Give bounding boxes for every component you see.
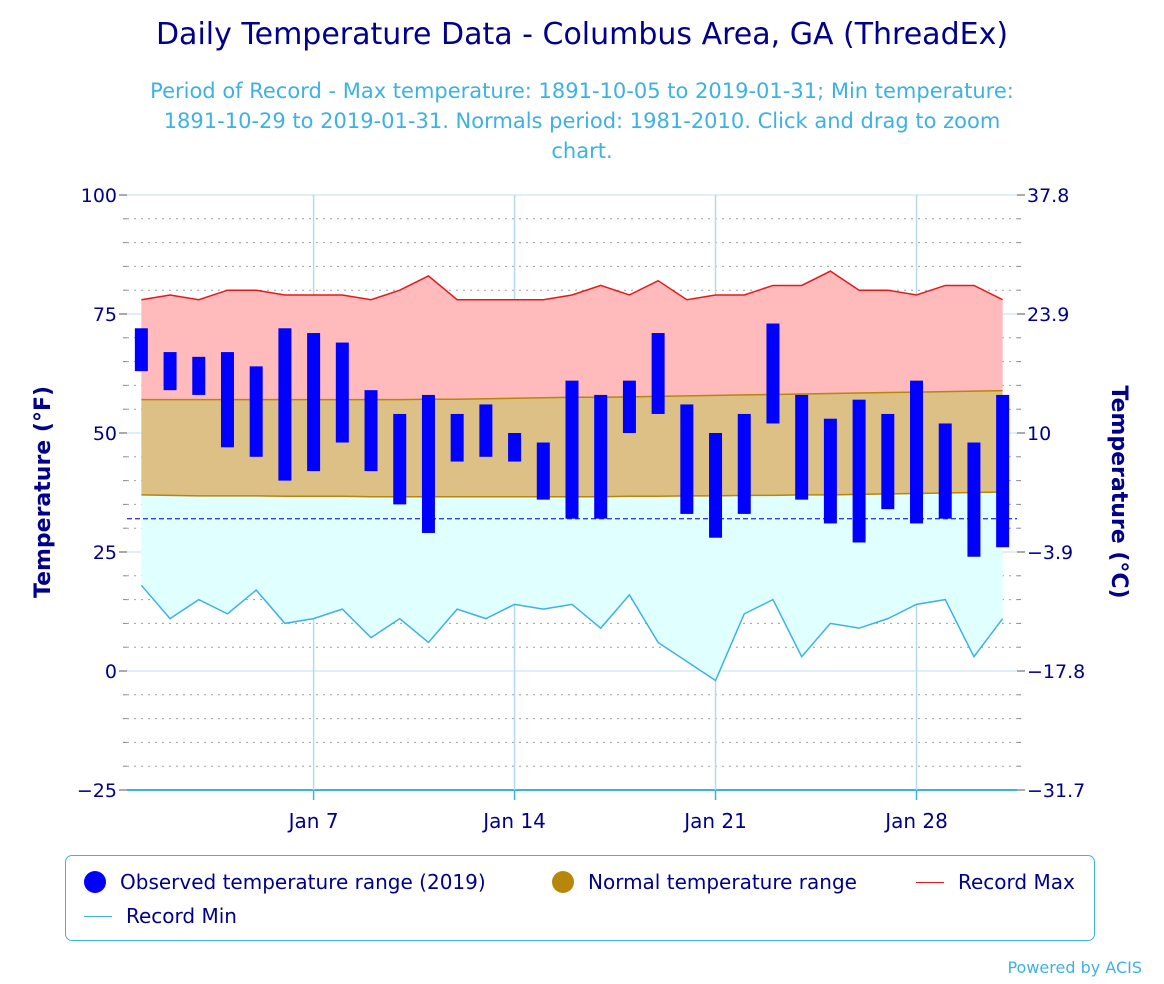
observed-bar-day-25 <box>823 418 837 524</box>
legend-record-max-marker <box>916 881 944 883</box>
legend-record-max-label: Record Max <box>958 870 1075 894</box>
observed-bar-day-20 <box>680 404 694 514</box>
observed-bar-day-1 <box>134 328 148 372</box>
record-min-line <box>140 584 1004 682</box>
observed-bar-day-26 <box>852 399 866 543</box>
observed-bar-day-17 <box>594 394 608 519</box>
y-tick-label-right: −31.7 <box>1027 780 1085 802</box>
chart-title: Daily Temperature Data - Columbus Area, … <box>156 17 1008 52</box>
observed-bar-day-2 <box>163 352 177 391</box>
observed-bar-day-9 <box>364 390 378 472</box>
record-max-band <box>141 271 1003 400</box>
legend: Observed temperature range (2019) Normal… <box>65 855 1095 941</box>
observed-bar-day-5 <box>249 366 263 457</box>
y-tick-label-right: 37.8 <box>1027 185 1069 207</box>
record-min-band <box>141 492 1003 681</box>
record-max-line <box>141 270 1003 301</box>
observed-bar-day-4 <box>220 352 234 448</box>
observed-bar-day-16 <box>565 380 579 519</box>
legend-normal-label: Normal temperature range <box>588 870 857 894</box>
x-tick-label: Jan 14 <box>481 809 546 833</box>
legend-record-min-label: Record Min <box>126 904 237 928</box>
observed-bar-day-15 <box>536 442 550 500</box>
legend-item-record-min[interactable]: Record Min <box>84 904 237 928</box>
legend-item-normal[interactable]: Normal temperature range <box>552 870 857 894</box>
y-tick-label-left: −25 <box>77 780 117 802</box>
observed-bar-day-22 <box>737 413 751 514</box>
observed-bar-day-3 <box>192 356 206 395</box>
chart-subtitle-line-3: chart. <box>551 139 612 163</box>
observed-bar-day-19 <box>651 333 665 414</box>
y-tick-label-left: 75 <box>93 304 117 326</box>
x-tick-label: Jan 7 <box>287 809 339 833</box>
y-tick-label-left: 50 <box>93 423 117 445</box>
y-tick-label-right: −17.8 <box>1027 661 1085 683</box>
y-tick-label-right: −3.9 <box>1027 542 1073 564</box>
observed-bar-day-23 <box>766 323 780 424</box>
legend-item-record-max[interactable]: Record Max <box>916 870 1075 894</box>
observed-bar-day-31 <box>996 394 1010 548</box>
axes: 100 37.8 75 23.9 50 10 25 −3.9 0 −17.8 −25 −31.7 Jan… <box>77 185 1085 833</box>
chart-subtitle-line-2: 1891-10-29 to 2019-01-31. Normals period… <box>164 109 1001 133</box>
observed-bar-day-8 <box>335 342 349 443</box>
observed-bar-day-12 <box>450 413 464 462</box>
observed-bar-day-21 <box>709 433 723 538</box>
powered-by-credit[interactable]: Powered by ACIS <box>1007 958 1142 977</box>
observed-bar-day-18 <box>622 380 636 433</box>
observed-bars <box>134 323 1010 557</box>
y-axis-label-right: Temperature (°C) <box>1106 385 1131 598</box>
legend-observed-marker <box>84 871 106 893</box>
y-tick-label-left: 25 <box>93 542 117 564</box>
observed-bar-day-10 <box>393 413 407 505</box>
legend-item-observed[interactable]: Observed temperature range (2019) <box>84 870 486 894</box>
observed-bar-day-6 <box>278 328 292 481</box>
y-axis-label-left: Temperature (°F) <box>31 386 56 598</box>
observed-bar-day-14 <box>508 433 522 462</box>
x-tick-label: Jan 21 <box>682 809 747 833</box>
observed-bar-day-7 <box>307 333 321 472</box>
observed-bar-day-28 <box>910 380 924 524</box>
observed-bar-day-30 <box>967 442 981 557</box>
legend-record-min-marker <box>84 915 112 917</box>
legend-normal-marker <box>552 871 574 893</box>
y-tick-label-left: 0 <box>105 661 117 683</box>
observed-bar-day-11 <box>421 394 435 533</box>
y-tick-label-right: 10 <box>1027 423 1051 445</box>
observed-bar-day-24 <box>795 394 809 500</box>
observed-bar-day-29 <box>938 423 952 519</box>
chart-subtitle-line-1: Period of Record - Max temperature: 1891… <box>150 79 1014 103</box>
observed-bar-day-13 <box>479 404 493 457</box>
y-tick-label-left: 100 <box>81 185 117 207</box>
x-tick-label: Jan 28 <box>883 809 948 833</box>
y-tick-label-right: 23.9 <box>1027 304 1069 326</box>
observed-bar-day-27 <box>881 413 895 510</box>
legend-observed-label: Observed temperature range (2019) <box>120 870 486 894</box>
